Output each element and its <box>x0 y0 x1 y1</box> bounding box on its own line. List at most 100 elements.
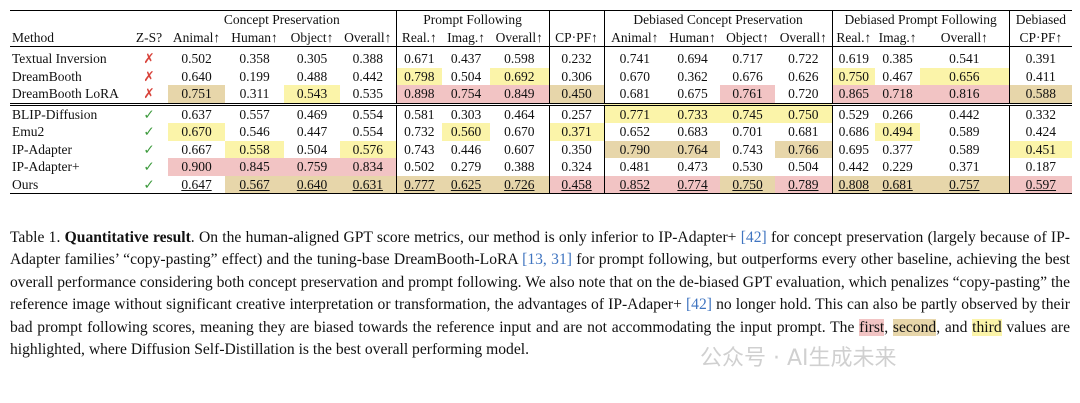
value-cell: 0.494 <box>875 123 921 141</box>
value-text: 0.558 <box>239 141 270 157</box>
value-cell: 0.683 <box>665 123 720 141</box>
value-text: 0.774 <box>677 176 708 192</box>
value-text: 0.388 <box>504 159 535 175</box>
value-cell: 0.311 <box>225 85 284 104</box>
value-text: 0.543 <box>296 86 328 102</box>
method-name: DreamBooth LoRA <box>12 86 119 102</box>
zero-shot-mark: ✓ <box>143 141 155 157</box>
value-cell: 0.777 <box>396 175 443 194</box>
caption-text: for prompt following, but outperforms ev… <box>10 251 1070 314</box>
table-row: DreamBooth LoRA ✗ 0.751 0.311 0.543 0.535 0.89… <box>10 85 1073 104</box>
table-row: BLIP-Diffusion ✓ 0.637 0.557 0.469 0.554 0.581… <box>10 102 1073 123</box>
value-cell: 0.761 <box>720 85 776 104</box>
value-text: 0.502 <box>404 159 435 175</box>
zero-shot-mark: ✓ <box>143 124 155 140</box>
column-header: CP·PF↑ <box>1009 28 1073 47</box>
value-cell: 0.371 <box>549 123 605 141</box>
value-text: 0.305 <box>296 51 328 67</box>
value-cell: 0.589 <box>920 140 1010 158</box>
value-text: 0.576 <box>352 141 383 157</box>
caption-text: , <box>884 318 893 336</box>
value-text: 0.311 <box>239 86 270 102</box>
value-cell: 0.529 <box>832 102 876 123</box>
column-header: Object↑ <box>720 28 776 47</box>
value-cell: 0.424 <box>1009 123 1072 141</box>
value-cell: 0.546 <box>225 123 284 141</box>
value-cell: 0.640 <box>284 175 340 194</box>
value-cell: 0.637 <box>168 102 225 123</box>
caption-text: . On the human-aligned GPT score metrics… <box>190 229 741 246</box>
value-cell: 0.541 <box>920 46 1010 68</box>
value-cell: 0.504 <box>775 158 833 176</box>
value-cell: 0.625 <box>442 175 491 194</box>
value-cell: 0.676 <box>720 68 775 86</box>
value-cell: 0.717 <box>720 47 775 68</box>
caption-text: [42] <box>740 229 767 246</box>
value-text: 0.504 <box>788 159 819 175</box>
value-text: 0.581 <box>404 106 435 122</box>
value-cell: 0.681 <box>875 175 921 194</box>
value-cell: 0.670 <box>168 123 225 141</box>
value-cell: 0.754 <box>442 85 491 104</box>
value-text: 0.502 <box>181 51 212 67</box>
value-cell: 0.535 <box>340 85 397 104</box>
value-text: 0.266 <box>882 106 913 122</box>
caption: Table 1. Quantitative result. On the hum… <box>10 227 1070 361</box>
value-cell: 0.647 <box>168 175 225 194</box>
value-cell: 0.464 <box>490 102 550 123</box>
value-text: 0.442 <box>838 159 869 175</box>
value-text: 0.757 <box>949 176 980 192</box>
value-text: 0.324 <box>561 159 592 175</box>
column-header: Overall↑ <box>340 28 397 47</box>
value-text: 0.469 <box>296 106 328 122</box>
value-cell: 0.598 <box>490 46 550 68</box>
zero-shot-mark: ✗ <box>143 68 155 84</box>
caption-text: values are highlighted, where Diffusion … <box>10 318 1071 359</box>
caption-text: [42] <box>685 296 712 314</box>
value-cell: 0.530 <box>720 158 775 176</box>
value-text: 0.450 <box>561 86 592 102</box>
value-text: 0.852 <box>619 176 650 192</box>
value-cell: 0.589 <box>920 123 1010 141</box>
value-cell: 0.504 <box>442 68 490 86</box>
value-cell: 0.411 <box>1009 68 1072 86</box>
value-text: 0.554 <box>352 106 383 122</box>
value-text: 0.371 <box>949 159 980 175</box>
value-text: 0.567 <box>239 176 270 192</box>
value-text: 0.670 <box>619 68 650 84</box>
value-text: 0.232 <box>561 51 592 67</box>
column-header: Imag.↑ <box>875 28 921 47</box>
value-text: 0.530 <box>732 159 763 175</box>
table-row: IP-Adapter ✓ 0.667 0.558 0.504 0.576 0.743 0.44… <box>10 140 1073 159</box>
value-cell: 0.759 <box>284 158 340 176</box>
value-cell: 0.473 <box>665 158 720 176</box>
value-text: 0.437 <box>450 51 482 67</box>
value-text: 0.458 <box>561 176 592 192</box>
value-cell: 0.681 <box>775 123 833 141</box>
value-cell: 0.266 <box>875 102 921 123</box>
header-row: Concept Preservation Prompt Following Debi… <box>10 10 1073 29</box>
value-text: 0.229 <box>882 159 913 175</box>
value-cell: 0.667 <box>168 141 225 159</box>
value-cell: 0.303 <box>442 102 491 123</box>
value-cell: 0.350 <box>549 140 605 158</box>
caption-text: for concept preservation (largely becaus… <box>10 229 1070 269</box>
value-cell: 0.741 <box>604 47 665 68</box>
section-title: Debiased Prompt Following <box>832 10 1010 29</box>
value-text: 0.834 <box>352 159 383 175</box>
value-text: 0.467 <box>882 68 913 84</box>
value-cell: 0.458 <box>549 175 605 194</box>
value-cell: 0.675 <box>665 85 720 104</box>
value-cell: 0.576 <box>340 140 397 158</box>
value-text: 0.332 <box>1025 106 1057 122</box>
value-text: 0.681 <box>882 176 913 192</box>
value-cell: 0.257 <box>549 102 605 123</box>
value-cell: 0.619 <box>832 47 875 68</box>
value-cell: 0.720 <box>775 85 833 104</box>
value-cell: 0.362 <box>665 68 720 86</box>
value-cell: 0.750 <box>832 67 876 85</box>
method-name: BLIP-Diffusion <box>10 102 130 123</box>
value-text: 0.732 <box>404 124 435 140</box>
value-cell: 0.581 <box>396 102 443 123</box>
method-name: IP-Adapter+ <box>12 159 80 175</box>
